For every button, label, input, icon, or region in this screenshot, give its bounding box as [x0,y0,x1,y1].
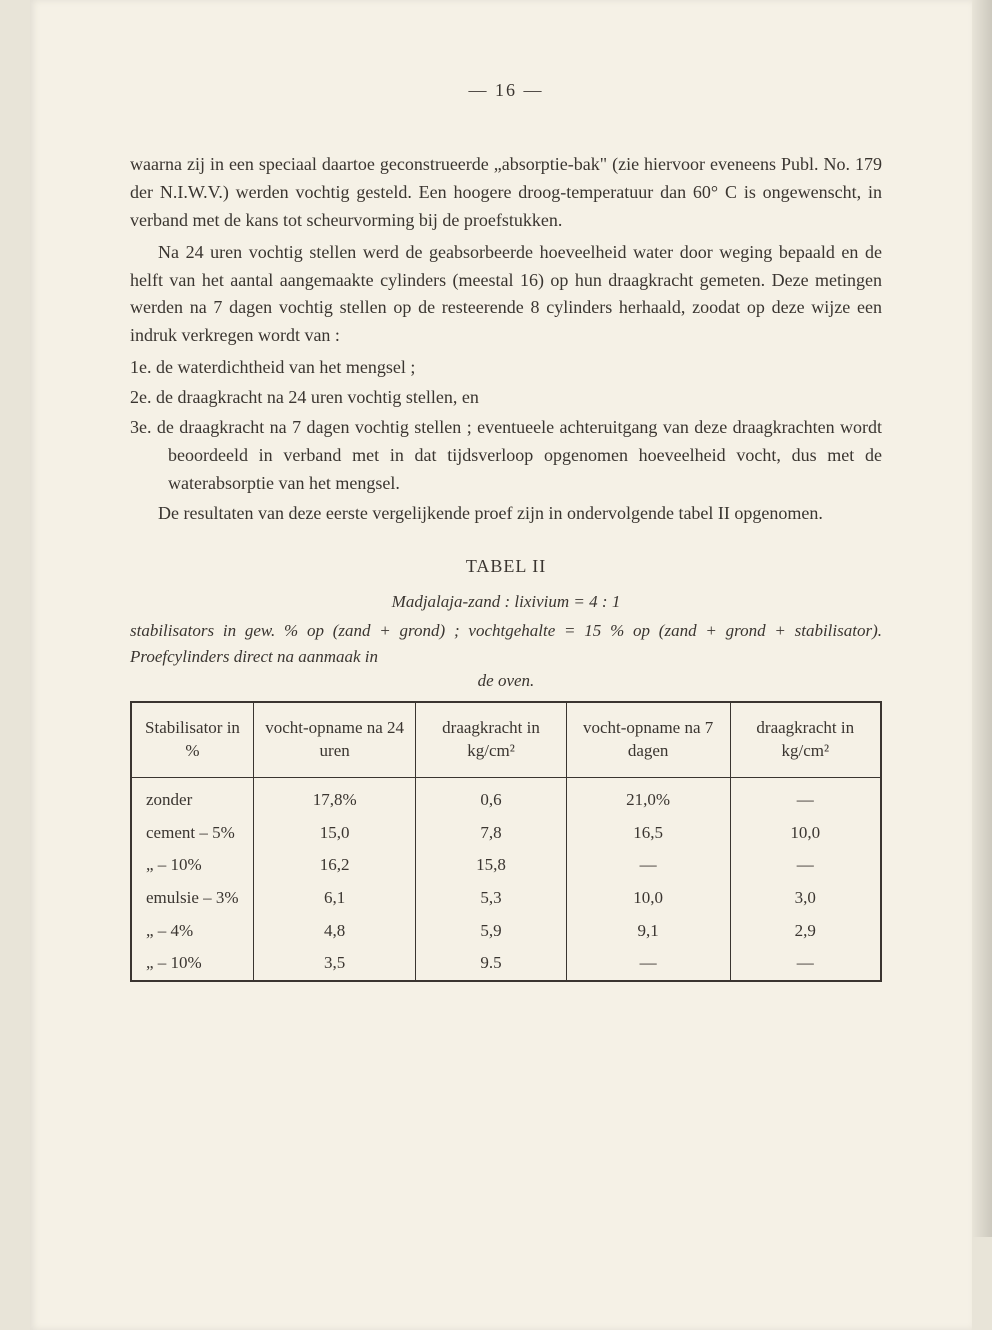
list-item-1: 1e. de waterdichtheid van het mengsel ; [130,354,882,382]
page-edge-shadow [972,0,992,1237]
col-header-draag-24u: draagkracht in kg/cm² [416,702,566,777]
cell-value: 16,2 [253,849,415,882]
cell-value: 17,8% [253,777,415,816]
cell-value: 10,0 [566,882,730,915]
cell-value: 4,8 [253,915,415,948]
cell-value: 15,0 [253,817,415,850]
table-row: cement – 5% 15,0 7,8 16,5 10,0 [131,817,881,850]
cell-value: 5,9 [416,915,566,948]
col-header-stabilisator: Stabilisator in % [131,702,253,777]
table-header-row: Stabilisator in % vocht-opname na 24 ure… [131,702,881,777]
col-header-vocht-24u: vocht-opname na 24 uren [253,702,415,777]
cell-stabilisator: cement – 5% [131,817,253,850]
cell-stabilisator: „ – 10% [131,947,253,981]
cell-value: 16,5 [566,817,730,850]
list-item-2: 2e. de draagkracht na 24 uren vochtig st… [130,384,882,412]
cell-value: 21,0% [566,777,730,816]
cell-value: 7,8 [416,817,566,850]
cell-stabilisator: „ – 4% [131,915,253,948]
cell-value: — [566,947,730,981]
paragraph-3: De resultaten van deze eerste vergelijke… [130,500,882,528]
table-row: emulsie – 3% 6,1 5,3 10,0 3,0 [131,882,881,915]
cell-value: 10,0 [730,817,881,850]
cell-value: 3,5 [253,947,415,981]
cell-value: 5,3 [416,882,566,915]
table-subtitle: Madjalaja-zand : lixivium = 4 : 1 [130,589,882,615]
cell-value: 0,6 [416,777,566,816]
table-row: zonder 17,8% 0,6 21,0% — [131,777,881,816]
cell-value: 9,1 [566,915,730,948]
table-row: „ – 4% 4,8 5,9 9,1 2,9 [131,915,881,948]
table-caption-1: stabilisators in gew. % op (zand + grond… [130,618,882,669]
table-row: „ – 10% 3,5 9.5 — — [131,947,881,981]
table-row: „ – 10% 16,2 15,8 — — [131,849,881,882]
table-caption-2: de oven. [130,671,882,691]
table-title: TABEL II [130,556,882,577]
cell-value: 2,9 [730,915,881,948]
cell-value: — [566,849,730,882]
scanned-page: — 16 — waarna zij in een speciaal daarto… [30,0,972,1330]
cell-value: 15,8 [416,849,566,882]
paragraph-2: Na 24 uren vochtig stellen werd de geabs… [130,239,882,351]
cell-value: — [730,777,881,816]
cell-value: 9.5 [416,947,566,981]
data-table: Stabilisator in % vocht-opname na 24 ure… [130,701,882,982]
cell-stabilisator: „ – 10% [131,849,253,882]
col-header-draag-7d: draagkracht in kg/cm² [730,702,881,777]
cell-stabilisator: zonder [131,777,253,816]
list-item-3: 3e. de draagkracht na 7 dagen vochtig st… [130,414,882,498]
paragraph-1: waarna zij in een speciaal daartoe gecon… [130,151,882,235]
cell-value: — [730,947,881,981]
col-header-vocht-7d: vocht-opname na 7 dagen [566,702,730,777]
cell-stabilisator: emulsie – 3% [131,882,253,915]
page-number: — 16 — [130,80,882,101]
cell-value: — [730,849,881,882]
cell-value: 6,1 [253,882,415,915]
cell-value: 3,0 [730,882,881,915]
